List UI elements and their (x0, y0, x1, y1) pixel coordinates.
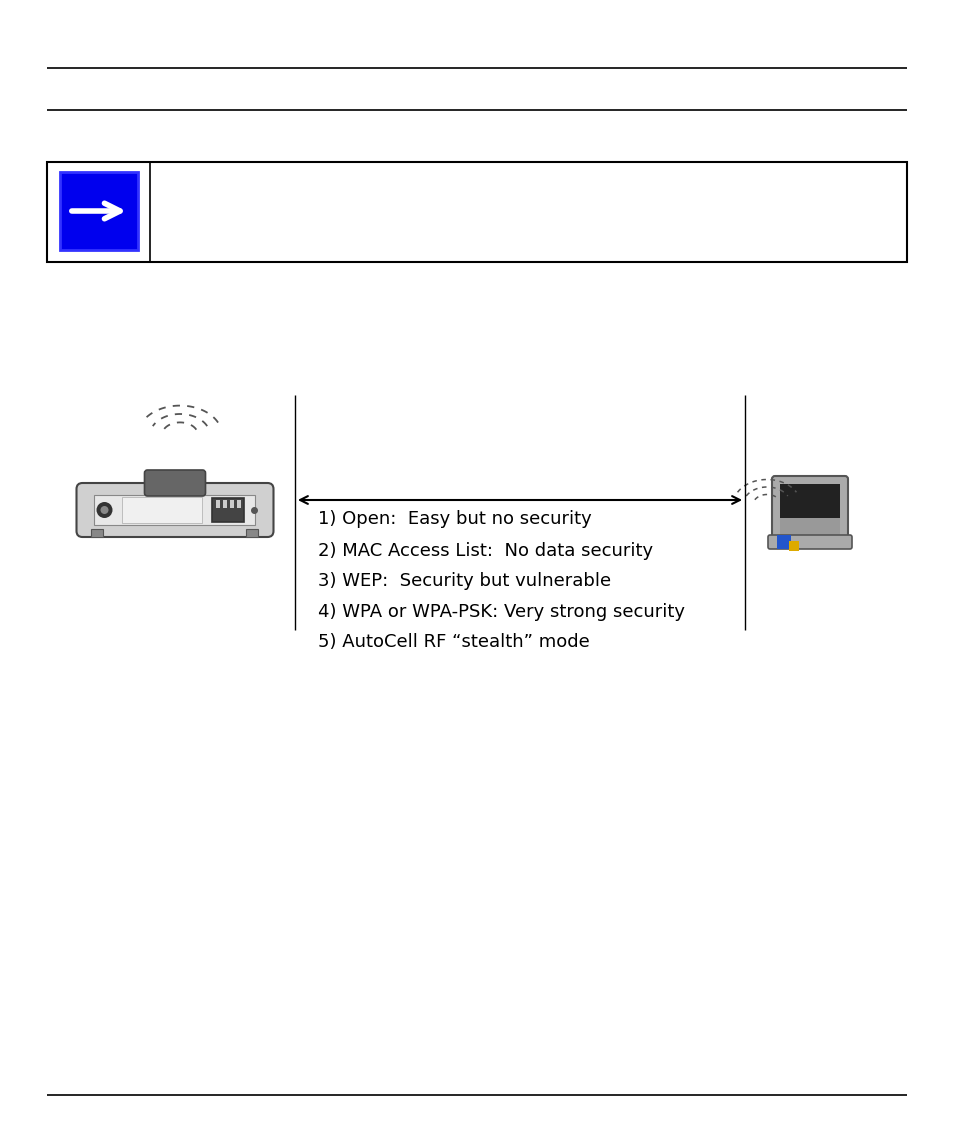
FancyBboxPatch shape (767, 535, 851, 548)
Text: 2) MAC Access List:  No data security: 2) MAC Access List: No data security (317, 542, 653, 560)
FancyBboxPatch shape (144, 469, 205, 496)
Bar (246, 529, 258, 537)
Bar (223, 500, 227, 508)
Text: 4) WPA or WPA-PSK: Very strong security: 4) WPA or WPA-PSK: Very strong security (317, 603, 684, 621)
Text: 3) WEP:  Security but vulnerable: 3) WEP: Security but vulnerable (317, 572, 611, 590)
FancyBboxPatch shape (771, 476, 847, 544)
Bar (216, 500, 220, 508)
Circle shape (100, 506, 109, 514)
Circle shape (96, 502, 112, 518)
Bar (60, 172, 138, 250)
Bar (237, 500, 241, 508)
Bar (47, 161, 906, 262)
Bar (780, 484, 840, 518)
Bar (780, 518, 840, 537)
Bar (776, 535, 790, 548)
Bar (213, 498, 244, 522)
Bar (94, 495, 255, 526)
Text: 5) AutoCell RF “stealth” mode: 5) AutoCell RF “stealth” mode (317, 633, 589, 652)
Bar (231, 500, 234, 508)
Bar (122, 497, 202, 523)
Bar (788, 540, 799, 551)
Text: 1) Open:  Easy but no security: 1) Open: Easy but no security (317, 510, 591, 528)
FancyBboxPatch shape (76, 483, 274, 537)
Bar (91, 529, 103, 537)
